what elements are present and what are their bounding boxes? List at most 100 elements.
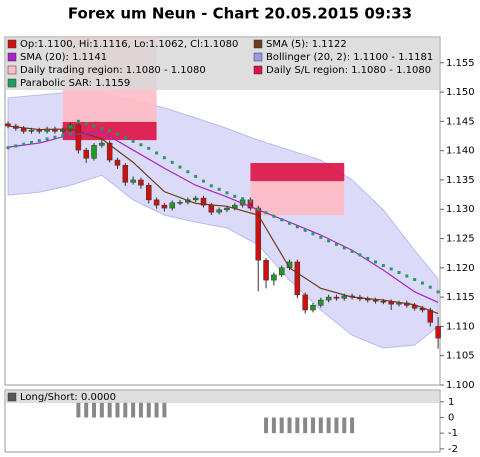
y-tick-label: 1.150 xyxy=(446,87,475,98)
sar-dot xyxy=(264,211,268,215)
y-tick-label: 1 xyxy=(448,397,454,408)
candle-body xyxy=(278,267,285,276)
y-tick-label: 1.115 xyxy=(446,292,475,303)
sar-dot xyxy=(327,239,331,243)
long-short-bar xyxy=(131,401,136,418)
sar-dot xyxy=(202,179,205,183)
long-short-bar xyxy=(303,417,308,434)
y-tick-label: 1.125 xyxy=(446,234,475,245)
sar-dot xyxy=(139,143,143,147)
candle-body xyxy=(67,124,74,131)
candle-body xyxy=(91,145,97,159)
long-short-bar xyxy=(295,417,300,434)
sar-dot xyxy=(413,278,417,282)
candle-body xyxy=(122,165,129,183)
sar-dot xyxy=(131,139,135,143)
region xyxy=(250,181,345,216)
legend-label: Op:1.1100, Hi:1.1116, Lo:1.1062, Cl:1.10… xyxy=(20,39,238,50)
candle-body xyxy=(28,129,35,132)
legend-label: SMA (5): 1.1122 xyxy=(266,39,347,50)
sar-dot xyxy=(248,199,252,203)
sar-dot xyxy=(162,156,166,160)
legend-label: Daily trading region: 1.1080 - 1.1080 xyxy=(20,65,206,76)
long-short-bar xyxy=(138,401,143,418)
sar-dot xyxy=(76,119,80,123)
sar-dot xyxy=(22,142,26,146)
long-short-bar xyxy=(350,417,355,434)
long-short-bar xyxy=(162,401,167,418)
long-short-bar xyxy=(115,401,120,418)
long-short-bar xyxy=(154,401,159,418)
legend-swatch xyxy=(7,65,17,75)
legend-swatch xyxy=(253,65,263,75)
long-short-bar xyxy=(326,417,331,434)
legend-background xyxy=(6,391,439,403)
candle-body xyxy=(388,301,394,305)
long-short-bar xyxy=(107,401,112,418)
long-short-bar xyxy=(310,417,315,434)
region xyxy=(250,162,345,182)
candle-body xyxy=(99,142,105,146)
sar-dot xyxy=(311,232,315,236)
long-short-bar xyxy=(99,401,104,418)
candle-body xyxy=(271,274,277,281)
chart-title: Forex um Neun - Chart 20.05.2015 09:33 xyxy=(68,5,412,23)
sar-dot xyxy=(170,160,174,164)
candle-body xyxy=(341,295,348,299)
long-short-bar xyxy=(318,417,323,434)
long-short-bar xyxy=(271,417,276,434)
sar-dot xyxy=(108,129,112,133)
sar-dot xyxy=(178,165,182,169)
long-short-bar xyxy=(342,417,347,434)
sar-dot xyxy=(389,267,393,271)
candle-body xyxy=(325,296,332,301)
candle-body xyxy=(138,179,144,186)
sar-dot xyxy=(217,187,221,191)
sar-dot xyxy=(14,144,18,148)
legend-swatch xyxy=(7,78,17,88)
candle-body xyxy=(380,300,387,303)
y-tick-label: 1.105 xyxy=(446,351,475,362)
legend-swatch xyxy=(253,52,263,62)
sar-dot xyxy=(100,126,104,130)
sar-dot xyxy=(272,214,276,218)
y-tick-label: 1.140 xyxy=(446,146,475,157)
sar-dot xyxy=(115,132,119,136)
sar-dot xyxy=(241,197,245,201)
candle-body xyxy=(36,129,43,132)
candle-body xyxy=(294,261,301,296)
candle-body xyxy=(435,326,441,339)
long-short-bar xyxy=(279,417,284,434)
sar-dot xyxy=(147,146,151,150)
sar-dot xyxy=(45,137,49,141)
y-tick-label: 1.100 xyxy=(446,380,475,391)
sar-dot xyxy=(37,139,41,143)
sar-dot xyxy=(194,174,198,178)
candle-body xyxy=(208,204,215,213)
sar-dot xyxy=(123,136,127,140)
long-short-bar xyxy=(76,401,81,418)
sar-dot xyxy=(381,263,385,267)
sar-dot xyxy=(374,260,378,264)
candle-body xyxy=(310,305,316,311)
indicator-line xyxy=(7,131,439,303)
candle-body xyxy=(200,197,207,206)
legend-background xyxy=(6,38,439,90)
candle-body xyxy=(83,149,89,159)
candle-body xyxy=(161,204,168,209)
sar-dot xyxy=(209,184,213,188)
indicator-line xyxy=(7,125,439,315)
sar-dot xyxy=(428,285,432,289)
sar-dot xyxy=(256,207,260,211)
candle-body xyxy=(59,129,66,132)
y-tick-label: -2 xyxy=(448,444,458,455)
y-tick-label: 1.155 xyxy=(446,58,475,69)
candle-body xyxy=(114,159,121,166)
candle-body xyxy=(318,299,324,306)
sar-dot xyxy=(6,146,10,150)
sar-dot xyxy=(280,218,284,222)
sar-dot xyxy=(420,281,424,285)
sar-dot xyxy=(61,133,65,137)
y-tick-label: -1 xyxy=(448,428,458,439)
